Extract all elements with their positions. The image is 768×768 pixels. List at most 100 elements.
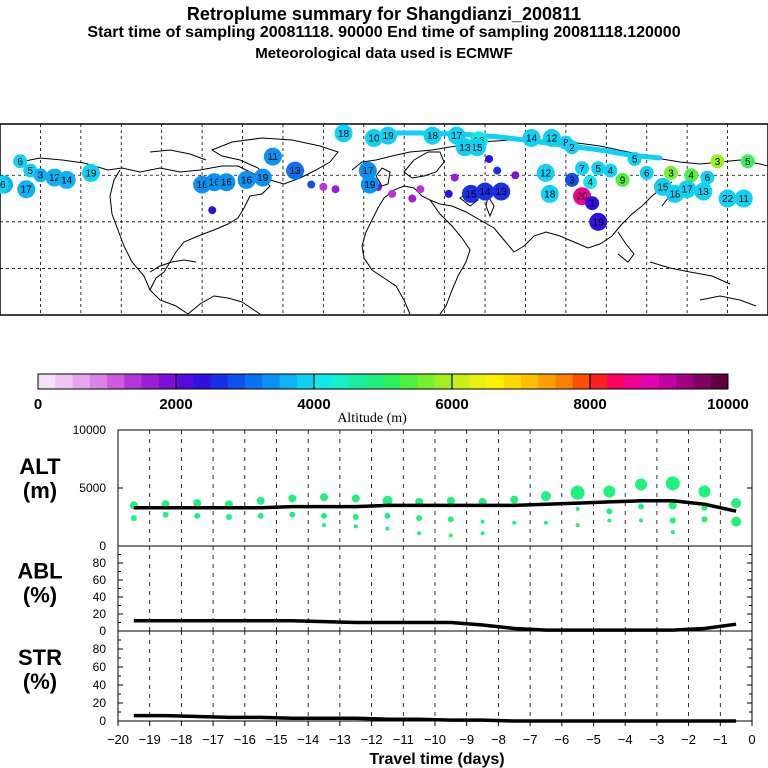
colorbar-swatch — [365, 374, 384, 389]
plume-marker: 11 — [263, 147, 282, 166]
plume-marker-label: 6 — [17, 157, 23, 168]
altitude-point — [351, 494, 360, 503]
y-tick-label: 60 — [93, 660, 107, 674]
plume-marker-circle — [379, 126, 398, 145]
colorbar-swatch — [452, 374, 470, 389]
plume-marker-circle — [334, 124, 353, 143]
plume-marker-circle — [217, 173, 236, 192]
plume-marker-circle — [639, 165, 654, 180]
altitude-point — [130, 515, 137, 522]
altitude-point — [446, 496, 455, 505]
colorbar-swatch — [434, 374, 453, 389]
plume-marker: 14 — [57, 170, 76, 189]
colorbar-tick-label: 0 — [34, 396, 42, 413]
altitude-point — [635, 478, 648, 491]
plume-marker: 11 — [734, 189, 753, 208]
colorbar-label: Altitude (m) — [337, 411, 407, 426]
colorbar-tick-label: 2000 — [159, 396, 192, 413]
plume-marker-circle — [360, 175, 379, 194]
plume-dot — [331, 185, 340, 194]
plume-marker-circle — [455, 138, 474, 157]
plume-marker-label: 16 — [209, 178, 221, 189]
plume-marker: 1 — [585, 196, 600, 211]
colorbar-swatch — [503, 374, 522, 389]
plume-marker: 12 — [542, 128, 561, 147]
plume-marker-label: 17 — [451, 131, 463, 142]
x-axis: −20 −19 −18 −17 −16 −15 −14 −13 −12 −11 −10 −9 −8 −7−… — [107, 721, 756, 768]
x-tick-label: −6 — [554, 732, 569, 747]
plume-marker: 22 — [718, 189, 737, 208]
plume-dot — [388, 189, 397, 198]
altitude-point — [256, 496, 265, 505]
south-america-coast — [187, 295, 261, 315]
plume-marker-circle — [700, 170, 715, 185]
y-tick-label: 40 — [93, 590, 107, 604]
colorbar-swatch — [279, 374, 298, 389]
eurasia-south-coast — [371, 181, 673, 253]
plume-marker-circle — [542, 128, 561, 147]
colorbar-swatch — [693, 374, 712, 389]
plume-marker-label: 19 — [364, 180, 376, 191]
met-data-line: Meteorological data used is ECMWF — [255, 45, 513, 62]
plume-marker-circle — [536, 163, 555, 182]
plume-dot — [493, 166, 502, 175]
plume-marker-circle — [57, 170, 76, 189]
plume-marker-label: 14 — [479, 187, 491, 198]
plume-marker: 14 — [476, 182, 495, 201]
plume-marker-circle — [718, 189, 737, 208]
plume-marker: 18 — [334, 124, 353, 143]
plume-marker-label: 19 — [85, 168, 97, 179]
plume-marker-circle — [492, 182, 511, 201]
x-tick-label: 0 — [748, 732, 755, 747]
altitude-point — [480, 531, 485, 536]
mean-line — [133, 713, 737, 723]
x-tick-label: −4 — [618, 732, 633, 747]
sampling-time-line: Start time of sampling 20081118. 90000 E… — [87, 24, 681, 41]
plume-marker-circle — [694, 182, 713, 201]
altitude-point — [193, 499, 202, 508]
plume-marker-circle — [627, 151, 642, 166]
panel-title: STR — [18, 645, 62, 670]
maritime-se-asia — [649, 261, 731, 285]
altitude-point — [731, 516, 742, 527]
plume-marker: 4 — [684, 168, 699, 183]
colorbar-swatch — [227, 374, 246, 389]
plume-dot — [444, 189, 453, 198]
plume-marker: 7 — [575, 161, 590, 176]
plume-marker: 18 — [423, 126, 442, 145]
chart-title: Retroplume summary for Shangdianzi_20081… — [186, 4, 582, 24]
colorbar-swatch — [710, 374, 729, 389]
colorbar-swatch — [469, 374, 487, 389]
map-graticule — [0, 124, 768, 315]
plume-marker-circle — [423, 126, 442, 145]
altitude-point — [698, 485, 711, 498]
colorbar-tick-label: 6000 — [435, 396, 468, 413]
mean-line — [133, 619, 737, 632]
x-tick-label: −18 — [170, 732, 192, 747]
plume-marker: 4 — [583, 175, 598, 190]
plume-marker-circle — [0, 175, 9, 194]
plume-marker-circle — [522, 128, 541, 147]
plume-marker-label: 9 — [620, 175, 626, 186]
altitude-point — [417, 531, 422, 536]
plume-marker-label: 14 — [61, 175, 73, 186]
north-america-coast — [19, 157, 271, 315]
plume-marker-circle — [358, 161, 377, 180]
altitude-point — [606, 508, 613, 515]
plume-dot — [307, 180, 316, 189]
altitude-point — [638, 503, 645, 510]
plume-marker-circle — [364, 128, 383, 147]
plume-marker: 18 — [540, 184, 559, 203]
plume-marker-circle — [237, 170, 256, 189]
altitude-point — [162, 511, 169, 518]
panel-str: 80 60 40 20 0 STR(%) — [18, 630, 753, 728]
altitude-point — [225, 514, 232, 520]
altitude-point — [289, 511, 296, 518]
plume-marker: 13 — [694, 182, 713, 201]
x-tick-label: −7 — [523, 732, 538, 747]
plume-marker: 3 — [564, 172, 579, 187]
plume-marker-label: 16 — [221, 178, 233, 189]
altitude-point — [665, 476, 680, 491]
plume-marker-circle — [585, 196, 600, 211]
colorbar-swatch — [124, 374, 142, 389]
